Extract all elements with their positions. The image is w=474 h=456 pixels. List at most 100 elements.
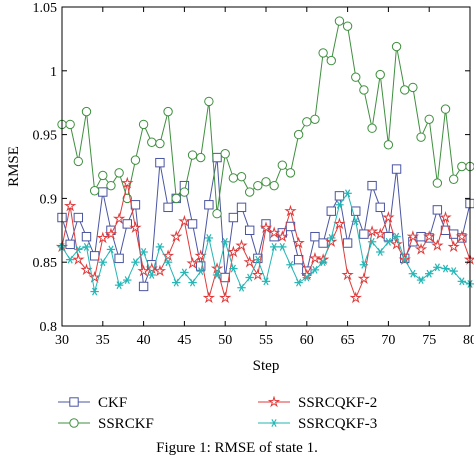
data-point [90,287,99,296]
data-point [81,106,92,117]
x-tick-label: 60 [300,333,314,348]
data-point [334,16,345,26]
data-point [432,205,443,215]
data-point [98,258,107,267]
data-point [400,85,410,95]
data-point [130,200,141,210]
data-point [106,180,116,191]
series-ssrckf [57,16,474,219]
data-point [187,150,198,160]
data-point [391,41,402,52]
data-point [147,271,156,279]
data-point [342,238,353,248]
data-point [155,138,165,149]
x-axis-label: Step [253,358,280,374]
data-point [441,264,450,273]
data-point [333,217,346,230]
data-point [121,176,134,189]
data-point [349,291,362,304]
data-point [138,119,149,130]
data-point [196,152,206,163]
data-point [359,85,369,95]
data-point [244,225,255,236]
data-point [114,281,124,290]
x-tick-label: 70 [381,333,395,348]
data-point [129,221,142,234]
axes: 30 35 40 45 50 55 60 65 70 75 80 0.8 0.85 0.9 0.95 1 1.0… [6,1,474,374]
data-point [285,168,296,178]
data-point [179,187,190,197]
data-point [382,211,395,223]
legend-marker [269,419,279,427]
y-tick-label: 0.9 [40,192,58,207]
x-tick-label: 40 [137,333,151,348]
data-point [88,271,101,283]
data-point [416,231,426,242]
y-tick-label: 0.95 [33,129,58,144]
x-tick-label: 45 [177,333,191,348]
data-point [130,155,141,165]
legend-label: SSRCQKF-3 [298,416,377,432]
legend-entry-ssrckf: SSRCKF [58,416,154,432]
data-point [137,264,150,277]
plot-frame [61,6,471,327]
data-point [82,242,91,251]
data-point [153,264,167,277]
legend-marker [69,418,79,428]
legend-entry-ssrcqkf-2: SSRCQKF-2 [258,395,377,411]
x-tick-label: 35 [96,333,110,348]
data-point [73,212,84,223]
data-point [123,276,132,285]
data-point [220,149,230,159]
data-point [138,281,149,292]
data-point [416,276,426,285]
data-point [72,253,85,265]
data-point [202,291,216,304]
data-point [457,277,467,286]
data-point [392,232,401,241]
data-point [245,273,254,282]
data-point [261,177,271,187]
legend-entry-ssrcqkf-3: SSRCQKF-3 [258,416,377,432]
data-point [449,267,458,276]
legend-entry-ckf: CKF [58,395,127,411]
data-point [310,265,320,274]
data-point [310,114,320,124]
x-tick-label: 75 [422,333,436,348]
data-point [414,242,428,255]
data-point [269,242,279,251]
y-tick-label: 1 [50,65,57,80]
data-point [326,206,336,216]
y-axis-label: RMSE [6,146,22,187]
data-point [440,104,451,114]
data-point [334,191,345,201]
data-point [122,219,132,229]
data-point [457,161,467,172]
data-point [227,245,240,258]
data-point [342,21,353,31]
data-point [244,187,255,197]
data-point [204,200,214,210]
data-point [351,217,360,226]
data-point [89,251,100,261]
data-point [293,254,304,265]
data-point [367,180,377,191]
data-point [178,214,191,227]
data-point [73,156,84,167]
data-point [261,277,271,286]
data-point [310,231,320,242]
data-point [302,117,312,127]
data-point [431,239,444,251]
y-tick-label: 0.85 [33,256,58,271]
data-point [112,212,126,225]
x-tick-label: 65 [341,333,355,348]
data-point [367,237,377,246]
data-point [161,249,175,262]
data-point [155,242,165,251]
data-point [416,132,426,142]
data-point [65,119,75,130]
data-point [251,268,265,281]
data-point [235,239,248,251]
data-point [365,225,379,237]
x-tick-label: 55 [259,333,273,348]
